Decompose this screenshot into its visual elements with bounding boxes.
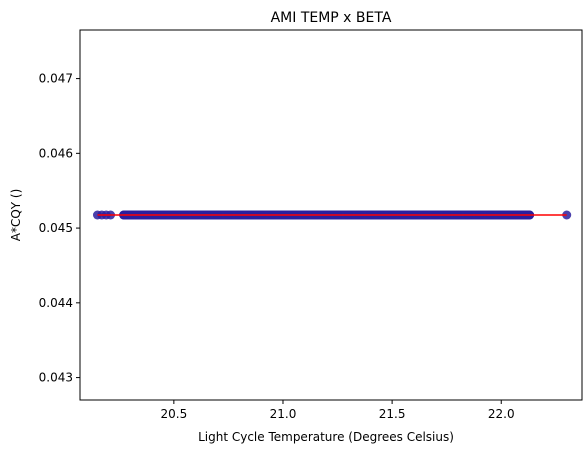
y-tick-label: 0.044 <box>39 296 73 310</box>
x-tick-label: 21.5 <box>379 407 406 421</box>
y-axis-label: A*CQY () <box>9 189 23 242</box>
x-axis: 20.5 21.0 21.5 22.0 <box>160 400 515 421</box>
y-tick-label: 0.047 <box>39 72 73 86</box>
plot-marks <box>92 210 572 220</box>
y-tick-label: 0.043 <box>39 371 73 385</box>
x-tick-label: 20.5 <box>160 407 187 421</box>
y-axis: 0.043 0.044 0.045 0.046 0.047 <box>39 72 80 385</box>
y-tick-label: 0.045 <box>39 221 73 235</box>
x-tick-label: 21.0 <box>270 407 297 421</box>
chart-title: AMI TEMP x BETA <box>271 10 392 26</box>
plot-frame <box>79 29 583 401</box>
x-tick-label: 22.0 <box>488 407 515 421</box>
y-tick-label: 0.046 <box>39 146 73 160</box>
x-axis-label: Light Cycle Temperature (Degrees Celsius… <box>198 430 454 444</box>
